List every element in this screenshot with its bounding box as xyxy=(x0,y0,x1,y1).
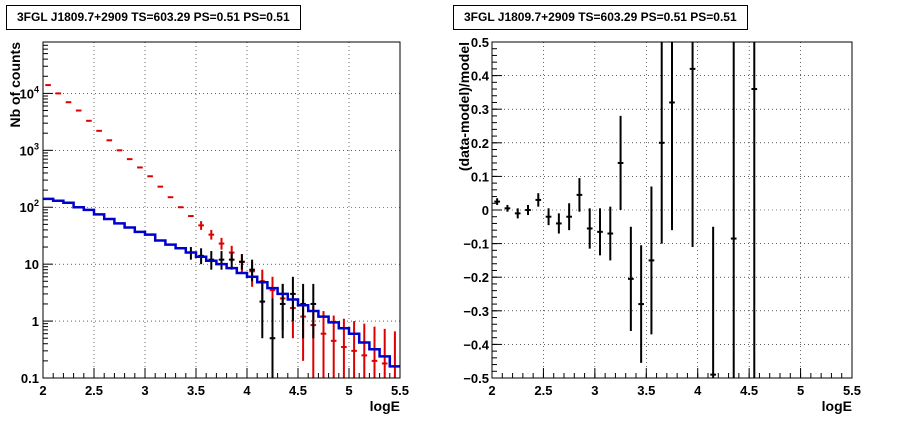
y-tick-label: −0.1 xyxy=(463,237,489,252)
y-tick-label: 0.3 xyxy=(471,102,489,117)
x-tick-label: 4 xyxy=(243,383,251,398)
y-tick-label: 0 xyxy=(482,203,489,218)
x-tick-label: 4.5 xyxy=(289,383,307,398)
x-tick-label: 2.5 xyxy=(534,383,552,398)
plot-area xyxy=(43,42,400,378)
x-axis-label: logE xyxy=(370,398,400,414)
x-tick-label: 5 xyxy=(797,383,804,398)
x-tick-label: 4 xyxy=(694,383,702,398)
chart-title: 3FGL J1809.7+2909 TS=603.29 PS=0.51 PS=0… xyxy=(453,5,748,30)
right-chart-panel: 2 2.5 3 3.5 4 4.5 5 5.5 −0.5 −0.4 −0.3 −0.2 −0.1 0 0.1… xyxy=(449,0,898,421)
y-tick-label: 0.2 xyxy=(471,136,489,151)
x-tick-label: 3 xyxy=(591,383,598,398)
x-tick-label: 3 xyxy=(141,383,148,398)
x-tick-label: 2 xyxy=(488,383,495,398)
plot-frame xyxy=(491,41,853,379)
y-tick-label: 1 xyxy=(32,314,39,329)
y-tick-label: 0.1 xyxy=(21,371,39,386)
model-histogram-line xyxy=(43,197,400,368)
y-tick-label: −0.4 xyxy=(463,337,489,352)
y-tick-label: 0.4 xyxy=(471,69,490,84)
y-tick-label: 10 xyxy=(25,257,39,272)
left-chart-panel: 2 2.5 3 3.5 4 4.5 5 5.5 0.1 1 10 102 103 104 logE Nb of… xyxy=(6,5,409,414)
x-axis-label: logE xyxy=(822,398,852,414)
x-tick-label: 5 xyxy=(345,383,352,398)
x-tick-label: 3.5 xyxy=(637,383,655,398)
residual-chart: 2 2.5 3 3.5 4 4.5 5 5.5 −0.5 −0.4 −0.3 −0.2 −0.1 0 0.1… xyxy=(456,35,861,414)
y-axis-label: (data-model)/model xyxy=(456,42,472,171)
x-tick-label: 5.5 xyxy=(843,383,861,398)
y-tick-label: 104 xyxy=(20,84,39,101)
x-tick-label: 4.5 xyxy=(740,383,758,398)
y-tick-label: −0.3 xyxy=(463,304,489,319)
x-tick-label: 5.5 xyxy=(391,383,409,398)
y-tick-label: 0.1 xyxy=(471,169,489,184)
y-axis-label: Nb of counts xyxy=(7,42,23,128)
y-tick-label: 0.5 xyxy=(471,35,489,50)
y-tick-label: 103 xyxy=(20,141,39,158)
x-tick-label: 2.5 xyxy=(85,383,103,398)
counts-chart: 2 2.5 3 3.5 4 4.5 5 5.5 0.1 1 10 102 103 104 logE Nb of… xyxy=(7,41,409,414)
y-tick-label: −0.2 xyxy=(463,270,489,285)
y-tick-label: 102 xyxy=(20,198,39,215)
y-tick-label: −0.5 xyxy=(463,371,489,386)
chart-title: 3FGL J1809.7+2909 TS=603.29 PS=0.51 PS=0… xyxy=(6,5,301,30)
x-tick-label: 2 xyxy=(39,383,46,398)
x-tick-label: 3.5 xyxy=(187,383,205,398)
plot-frame xyxy=(42,41,401,379)
